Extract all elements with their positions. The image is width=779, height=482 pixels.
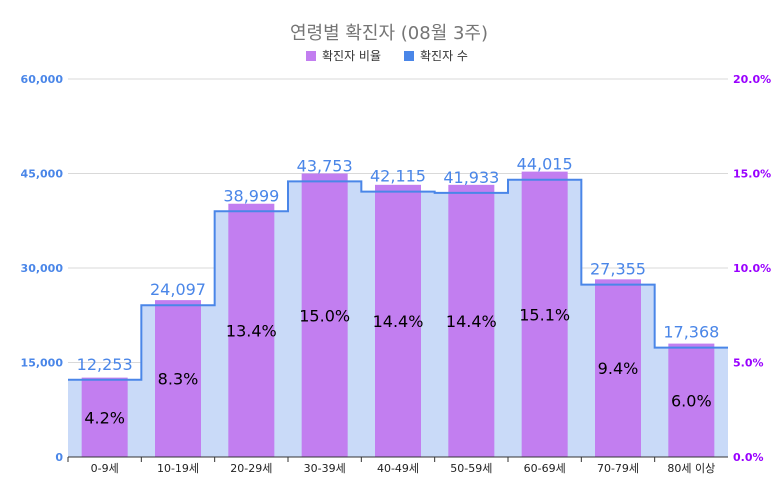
count-data-label: 38,999: [223, 186, 279, 205]
count-data-label: 17,368: [663, 323, 719, 342]
x-tick-label: 0-9세: [91, 462, 119, 475]
count-data-label: 24,097: [150, 280, 206, 299]
ratio-bar: [448, 184, 495, 457]
legend-label-count: 확진자 수: [420, 49, 468, 63]
ratio-data-label: 14.4%: [373, 312, 424, 331]
count-data-label: 43,753: [297, 156, 353, 175]
ratio-data-label: 8.3%: [158, 370, 199, 389]
ratio-bar: [375, 184, 421, 457]
y-left-tick-label: 60,000: [21, 73, 64, 86]
count-data-label: 41,933: [443, 168, 499, 187]
y-right-tick-label: 15.0%: [733, 168, 771, 181]
ratio-data-label: 15.1%: [519, 305, 570, 324]
ratio-data-label: 14.4%: [446, 312, 497, 331]
ratio-data-label: 9.4%: [598, 359, 639, 378]
ratio-bars: [81, 171, 715, 458]
ratio-bar: [521, 171, 568, 458]
legend: 확진자 비율 확진자 수: [306, 49, 468, 63]
count-data-label: 27,355: [590, 260, 646, 279]
y-left-tick-label: 45,000: [21, 168, 64, 181]
ratio-data-label: 6.0%: [671, 391, 712, 410]
legend-swatch-count: [404, 51, 414, 61]
y-left-tick-label: 0: [55, 451, 63, 464]
x-tick-label: 60-69세: [524, 462, 566, 475]
legend-label-ratio: 확진자 비율: [322, 49, 381, 63]
count-line: [68, 178, 728, 381]
count-step-line: [68, 178, 728, 381]
x-tick-label: 20-29세: [230, 462, 272, 475]
y-right-tick-label: 20.0%: [733, 73, 771, 86]
x-tick-label: 30-39세: [304, 462, 346, 475]
data-labels: 12,253 24,097 38,999 43,753 42,115 41,933 44,0…: [77, 155, 720, 428]
ratio-bar: [81, 377, 128, 457]
ratio-data-label: 4.2%: [84, 408, 125, 427]
legend-swatch-ratio: [306, 51, 316, 61]
y-right-tick-label: 10.0%: [733, 262, 771, 275]
ratio-bar: [301, 173, 348, 457]
y-right-tick-label: 0.0%: [733, 451, 764, 464]
x-tick-label: 40-49세: [377, 462, 419, 475]
x-tick-label: 70-79세: [597, 462, 639, 475]
x-tick-label: 50-59세: [450, 462, 492, 475]
ratio-data-label: 13.4%: [226, 321, 277, 340]
count-data-label: 12,253: [77, 355, 133, 374]
ratio-bar: [595, 279, 641, 457]
chart-title: 연령별 확진자 (08월 3주): [290, 23, 488, 44]
y-right-tick-label: 5.0%: [733, 357, 764, 370]
count-data-label: 44,015: [517, 155, 573, 174]
y-left-tick-label: 15,000: [21, 357, 64, 370]
ratio-bar: [668, 343, 715, 457]
y-left-tick-label: 30,000: [21, 262, 64, 275]
ratio-data-label: 15.0%: [299, 306, 350, 325]
count-data-label: 42,115: [370, 167, 426, 186]
ratio-bar: [155, 300, 201, 457]
axes: 0 0.0% 15,000 5.0% 30,000 10.0% 45,000 15.0% 60,…: [21, 73, 772, 475]
x-tick-label: 10-19세: [157, 462, 199, 475]
x-tick-label: 80세 이상: [667, 462, 715, 475]
ratio-bar: [228, 203, 275, 457]
